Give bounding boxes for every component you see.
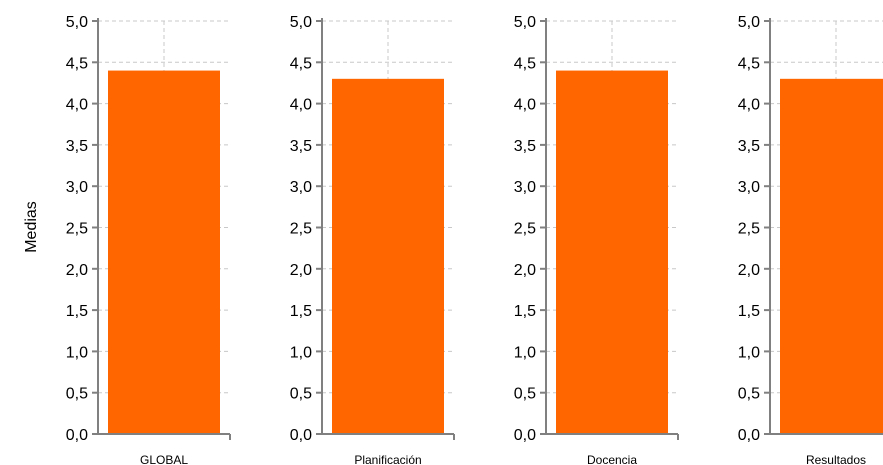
y-tick-label: 1,5	[290, 303, 312, 320]
y-tick-label: 3,0	[514, 179, 536, 196]
y-tick-label: 4,0	[290, 97, 312, 114]
bar	[556, 70, 668, 434]
y-tick-label: 4,5	[66, 55, 88, 72]
y-tick-label: 1,5	[514, 303, 536, 320]
y-tick-label: 5,0	[738, 14, 760, 31]
chart-panel: 0,0 0,5 1,0 1,5 2,0 2,5 3,0 3,5 4,0 4,5 5,0 GLOBAL	[66, 14, 231, 465]
bar	[332, 78, 444, 434]
y-tick-label: 2,0	[738, 262, 760, 279]
y-tick-label: 2,0	[290, 262, 312, 279]
y-tick-label: 0,5	[514, 386, 536, 403]
y-tick-label: 3,0	[738, 179, 760, 196]
y-tick-label: 5,0	[66, 14, 88, 31]
y-axis-title: Medias	[23, 201, 40, 253]
y-tick-label: 0,0	[290, 427, 312, 444]
y-tick-label: 1,5	[66, 303, 88, 320]
bar	[780, 78, 883, 434]
chart-panel: 0,0 0,5 1,0 1,5 2,0 2,5 3,0 3,5 4,0 4,5 5,0 Resulta…	[738, 14, 883, 465]
category-label: GLOBAL	[140, 453, 188, 465]
y-tick-label: 0,0	[738, 427, 760, 444]
y-tick-label: 2,5	[514, 221, 536, 238]
y-tick-label: 1,0	[290, 344, 312, 361]
category-label: Planificación	[354, 453, 421, 465]
bar	[108, 70, 220, 434]
y-tick-label: 4,0	[738, 97, 760, 114]
y-tick-label: 4,5	[290, 55, 312, 72]
chart-panel: 0,0 0,5 1,0 1,5 2,0 2,5 3,0 3,5 4,0 4,5 5,0 Docenci…	[514, 14, 679, 465]
y-tick-label: 2,5	[290, 221, 312, 238]
y-tick-label: 3,5	[66, 138, 88, 155]
y-tick-label: 0,0	[514, 427, 536, 444]
y-tick-label: 0,5	[66, 386, 88, 403]
y-tick-label: 4,5	[514, 55, 536, 72]
chart-panels: 0,00,51,01,52,02,53,03,54,04,55,0GLOBAL0…	[66, 14, 883, 465]
y-tick-label: 3,5	[514, 138, 536, 155]
y-tick-label: 4,0	[66, 97, 88, 114]
y-tick-label: 1,0	[738, 344, 760, 361]
y-tick-label: 3,5	[290, 138, 312, 155]
y-tick-label: 2,5	[66, 221, 88, 238]
y-tick-label: 4,0	[514, 97, 536, 114]
y-tick-label: 3,0	[290, 179, 312, 196]
y-tick-label: 1,5	[738, 303, 760, 320]
y-tick-label: 1,0	[514, 344, 536, 361]
y-tick-label: 1,0	[66, 344, 88, 361]
y-tick-label: 0,5	[290, 386, 312, 403]
y-tick-label: 3,5	[738, 138, 760, 155]
y-tick-label: 0,5	[738, 386, 760, 403]
category-label: Docencia	[587, 453, 637, 465]
y-tick-label: 2,0	[514, 262, 536, 279]
y-tick-label: 3,0	[66, 179, 88, 196]
y-tick-label: 5,0	[514, 14, 536, 31]
y-tick-label: 4,5	[738, 55, 760, 72]
y-tick-label: 5,0	[290, 14, 312, 31]
category-label: Resultados	[806, 453, 866, 465]
y-tick-label: 2,5	[738, 221, 760, 238]
y-tick-label: 2,0	[66, 262, 88, 279]
chart-panel: 0,0 0,5 1,0 1,5 2,0 2,5 3,0 3,5 4,0 4,5 5,0 Planifi…	[290, 14, 455, 465]
y-tick-label: 0,0	[66, 427, 88, 444]
